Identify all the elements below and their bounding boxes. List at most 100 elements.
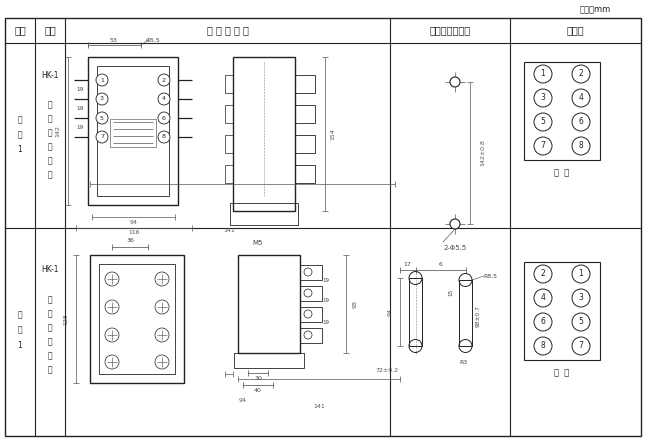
- Text: 141: 141: [223, 228, 235, 233]
- Text: 3: 3: [541, 93, 545, 102]
- Text: 7: 7: [579, 341, 583, 351]
- Text: 附: 附: [17, 116, 23, 124]
- Circle shape: [534, 113, 552, 131]
- Bar: [300, 265, 322, 280]
- Text: 出: 出: [48, 115, 52, 123]
- Text: 53: 53: [110, 37, 118, 42]
- Text: 98: 98: [353, 300, 357, 308]
- Bar: [230, 203, 298, 225]
- Text: 6: 6: [579, 117, 583, 127]
- Text: 4: 4: [579, 93, 583, 102]
- Text: 2: 2: [162, 78, 166, 82]
- Text: 141: 141: [313, 404, 325, 410]
- Circle shape: [534, 289, 552, 307]
- Text: 背  视: 背 视: [554, 369, 570, 377]
- Text: 6: 6: [162, 116, 166, 120]
- Text: R3: R3: [460, 359, 468, 365]
- Text: 40: 40: [254, 389, 262, 393]
- Circle shape: [450, 77, 460, 87]
- Text: 19: 19: [76, 87, 84, 92]
- Text: 后: 后: [48, 337, 52, 347]
- Bar: [524, 262, 600, 360]
- Text: 4: 4: [162, 97, 166, 101]
- Text: 15: 15: [448, 288, 453, 295]
- Text: 17: 17: [404, 262, 412, 268]
- Circle shape: [96, 112, 108, 124]
- Text: 2-Φ5.5: 2-Φ5.5: [443, 245, 466, 251]
- Bar: [233, 57, 295, 211]
- Text: 1: 1: [541, 70, 545, 78]
- Bar: [524, 62, 600, 160]
- Circle shape: [572, 65, 590, 83]
- Circle shape: [96, 74, 108, 86]
- Text: 154: 154: [331, 128, 335, 140]
- Text: 1: 1: [100, 78, 104, 82]
- Text: 1: 1: [17, 146, 23, 154]
- Bar: [300, 328, 322, 343]
- Text: 5: 5: [100, 116, 104, 120]
- Text: 2: 2: [541, 269, 545, 279]
- Circle shape: [158, 74, 170, 86]
- Text: 19: 19: [322, 277, 329, 283]
- Text: 线: 线: [48, 366, 52, 374]
- Text: 72±0.2: 72±0.2: [375, 367, 398, 373]
- Text: Φ5.5: Φ5.5: [145, 37, 160, 42]
- Bar: [225, 135, 233, 153]
- Text: HK-1: HK-1: [41, 71, 59, 79]
- Text: 线: 线: [48, 171, 52, 179]
- Bar: [295, 165, 315, 183]
- Text: 图: 图: [17, 131, 23, 139]
- Text: 5: 5: [579, 318, 583, 326]
- Circle shape: [158, 131, 170, 143]
- Text: 图: 图: [17, 325, 23, 335]
- Bar: [110, 119, 156, 147]
- Text: 凸: 凸: [48, 295, 52, 304]
- Text: 单位：mm: 单位：mm: [580, 5, 611, 15]
- Text: 94: 94: [238, 399, 247, 404]
- Circle shape: [450, 219, 460, 229]
- Bar: [99, 264, 175, 374]
- Circle shape: [572, 337, 590, 355]
- Circle shape: [572, 289, 590, 307]
- Circle shape: [534, 137, 552, 155]
- Text: 19: 19: [76, 125, 84, 130]
- Circle shape: [158, 93, 170, 105]
- Bar: [300, 307, 322, 322]
- Text: HK-1: HK-1: [41, 265, 59, 274]
- Bar: [459, 280, 472, 346]
- Bar: [90, 255, 184, 383]
- Text: 3: 3: [100, 97, 104, 101]
- Circle shape: [534, 313, 552, 331]
- Bar: [300, 286, 322, 301]
- Circle shape: [534, 65, 552, 83]
- Text: 19: 19: [322, 319, 329, 325]
- Text: 前  视: 前 视: [554, 168, 570, 177]
- Circle shape: [534, 89, 552, 107]
- Bar: [295, 105, 315, 123]
- Bar: [97, 66, 169, 196]
- Text: R8.5: R8.5: [483, 273, 497, 279]
- Text: 凸: 凸: [48, 101, 52, 109]
- Text: 142±0.8: 142±0.8: [481, 139, 486, 166]
- Text: 式: 式: [48, 128, 52, 138]
- Circle shape: [158, 112, 170, 124]
- Text: 116: 116: [128, 231, 140, 235]
- Bar: [234, 353, 304, 368]
- Text: 8: 8: [162, 135, 166, 139]
- Text: 安装开孔尺廸图: 安装开孔尺廸图: [430, 25, 470, 35]
- Circle shape: [572, 89, 590, 107]
- Text: 8: 8: [579, 142, 583, 150]
- Bar: [409, 278, 422, 346]
- Text: 19: 19: [322, 299, 329, 303]
- Bar: [225, 165, 233, 183]
- Text: 端子图: 端子图: [566, 25, 584, 35]
- Text: 94: 94: [129, 220, 138, 224]
- Text: 2: 2: [579, 70, 583, 78]
- Text: 5: 5: [541, 117, 545, 127]
- Text: 1: 1: [579, 269, 583, 279]
- Text: 1: 1: [17, 340, 23, 350]
- Bar: [88, 57, 178, 205]
- Circle shape: [572, 313, 590, 331]
- Text: 94: 94: [388, 308, 393, 316]
- Text: 4: 4: [541, 294, 545, 303]
